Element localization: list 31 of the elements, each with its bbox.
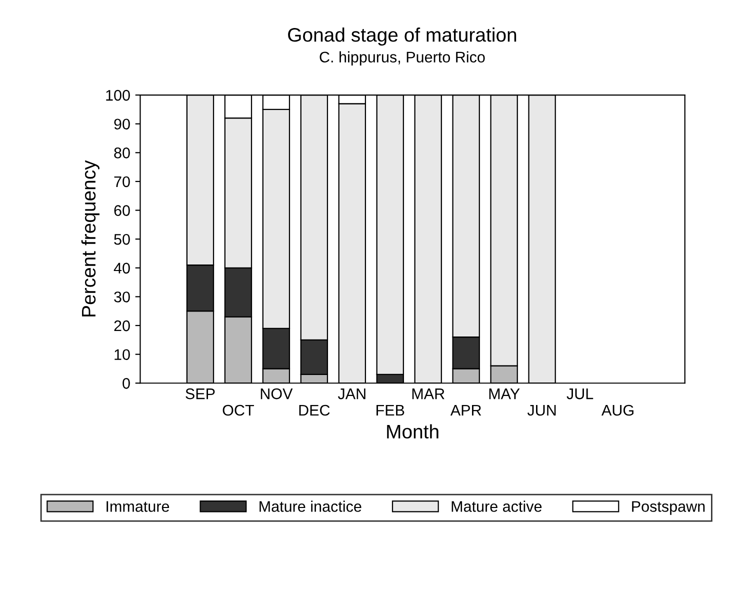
x-tick-label: MAY — [489, 388, 520, 400]
x-tick-label: AUG — [601, 404, 634, 416]
legend-label: Mature inactice — [260, 500, 362, 512]
y-tick-label: 80 — [114, 148, 130, 158]
x-tick-label: OCT — [222, 404, 254, 416]
y-tick-label: 90 — [114, 118, 130, 130]
y-axis-title: Percent frequency — [81, 160, 100, 316]
x-tick-label: MAR — [412, 388, 444, 400]
x-tick-label: APR — [450, 405, 482, 416]
x-tick-label: JUN — [527, 405, 556, 416]
chart-subtitle: C. hippurus, Puerto Rico — [320, 51, 485, 66]
y-tick-label: 30 — [114, 292, 130, 302]
legend-label: Postspawn — [632, 501, 705, 515]
y-tick-label: 70 — [114, 176, 130, 188]
y-tick-label: 40 — [114, 262, 130, 274]
y-tick-label: 60 — [114, 205, 130, 216]
x-axis-title: Month — [387, 424, 438, 439]
y-tick-label: 100 — [106, 90, 130, 101]
legend-label: Immature — [106, 501, 170, 512]
y-tick-label: 0 — [122, 378, 130, 389]
x-tick-label: JUL — [566, 388, 594, 400]
x-tick-label: FEB — [376, 405, 404, 416]
y-tick-label: 50 — [114, 234, 130, 245]
y-tick-label: 10 — [114, 349, 130, 360]
x-tick-label: SEP — [186, 388, 215, 400]
legend-label: Mature active — [452, 500, 542, 512]
y-tick-label: 20 — [114, 320, 130, 332]
x-tick-label: DEC — [299, 404, 330, 416]
chart-title: Gonad stage of maturation — [288, 27, 516, 46]
x-tick-label: NOV — [260, 388, 293, 400]
x-tick-label: JAN — [338, 388, 366, 400]
